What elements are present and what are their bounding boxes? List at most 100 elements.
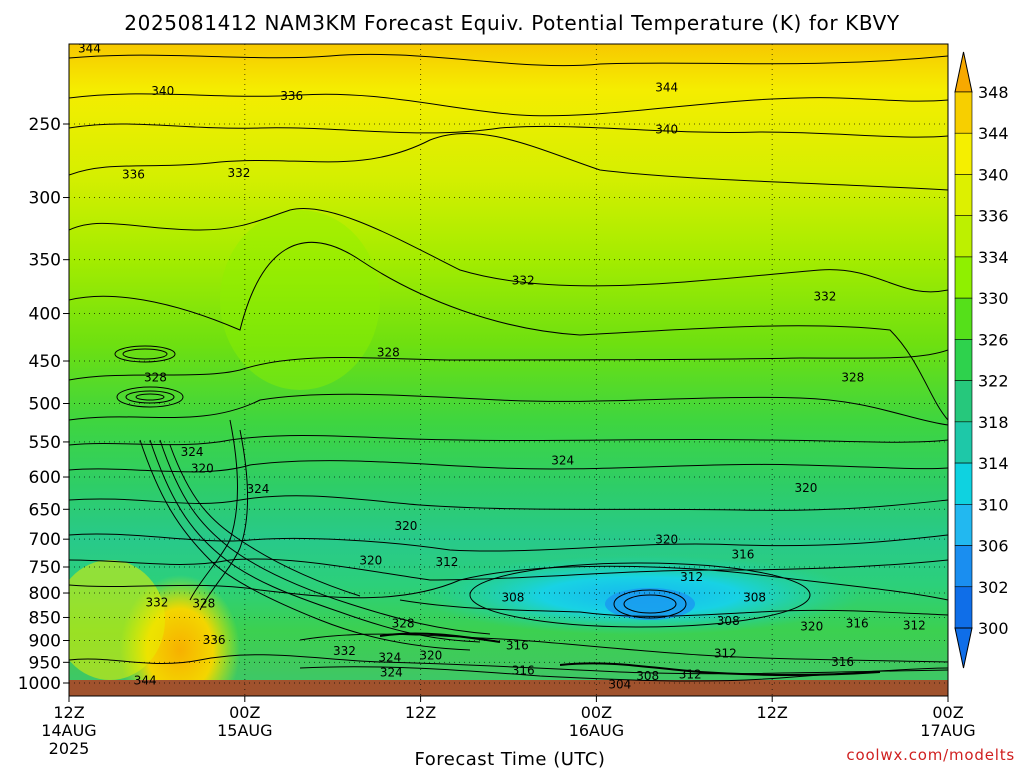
colorbar-label: 302 [978, 578, 1009, 597]
colorbar-swatch [954, 132, 973, 175]
contour-label: 316 [846, 617, 869, 631]
contour-line [69, 393, 948, 426]
contour-label-text: 332 [145, 595, 168, 609]
y-tick-label: 550 [29, 433, 61, 453]
contour-label: 312 [436, 555, 459, 569]
contour-label: 308 [717, 614, 740, 628]
contour-label-text: 336 [280, 89, 303, 103]
contour-label: 312 [679, 668, 702, 682]
contour-label: 328 [392, 617, 415, 631]
contour-label-text: 324 [181, 445, 204, 459]
contour-line [69, 533, 948, 552]
contour-label: 312 [680, 570, 703, 584]
colorbar-swatch [954, 215, 973, 258]
contour-line [69, 460, 948, 473]
y-tick-label: 1000 [18, 674, 61, 694]
contour-label: 344 [78, 41, 101, 55]
colorbar-label: 344 [978, 124, 1009, 143]
contour-label: 324 [551, 453, 574, 467]
contour-label-text: 308 [501, 591, 524, 605]
colorbar-swatch [954, 380, 973, 423]
contour-label-text: 320 [359, 553, 382, 567]
contour-label: 320 [191, 462, 214, 476]
x-tick-label: 00Z [229, 703, 260, 722]
contour-label: 328 [377, 345, 400, 359]
contour-line [69, 93, 948, 117]
colorbar-top-arrow [954, 51, 973, 93]
contour-label: 328 [192, 596, 215, 610]
contour-label: 332 [512, 273, 535, 287]
colorbar-swatch [954, 91, 973, 134]
contour-lines [69, 53, 948, 682]
ground-strip [69, 680, 948, 696]
x-tick-label: 00Z [932, 703, 963, 722]
colorbar-swatch [954, 586, 973, 629]
contour-label: 328 [841, 370, 864, 384]
contour-label: 332 [227, 166, 250, 180]
contour-label-text: 328 [192, 596, 215, 610]
contour-label-text: 320 [394, 519, 417, 533]
contour-label-text: 320 [794, 481, 817, 495]
contour-label: 328 [144, 370, 167, 384]
contour-label-text: 344 [655, 80, 678, 94]
contour-line [169, 444, 361, 597]
contour-label-text: 332 [512, 273, 535, 287]
contour-label-text: 328 [392, 617, 415, 631]
credit-link[interactable]: coolwx.com/modelts [846, 746, 1015, 764]
contour-label-text: 336 [203, 633, 226, 647]
colorbar-swatch [954, 256, 973, 299]
contour-label-text: 336 [122, 167, 145, 181]
contour-label-text: 328 [841, 370, 864, 384]
y-tick-label: 400 [29, 305, 61, 325]
plot-area [69, 44, 948, 696]
contour-label: 332 [333, 644, 356, 658]
contour-line [69, 53, 948, 67]
contour-label-text: 320 [655, 533, 678, 547]
y-tick-label: 950 [29, 653, 61, 673]
y-tick-label: 300 [29, 189, 61, 209]
colorbar-label: 306 [978, 537, 1009, 556]
contour-label: 332 [145, 595, 168, 609]
warm-band-left [69, 560, 165, 680]
contour-line [69, 565, 948, 601]
contour-label-text: 316 [831, 655, 854, 669]
contour-label: 320 [394, 519, 417, 533]
colorbar-label: 318 [978, 413, 1009, 432]
y-tick-label: 700 [29, 530, 61, 550]
contour-line [189, 419, 238, 601]
contour-label-text: 320 [800, 619, 823, 633]
contour-label-text: 332 [813, 290, 836, 304]
y-tick-label: 750 [29, 558, 61, 578]
colorbar-bottom-arrow [954, 627, 973, 669]
x-tick-label: 14AUG [41, 721, 96, 740]
contour-label: 336 [122, 167, 145, 181]
y-tick-label: 450 [29, 352, 61, 372]
colorbar-swatch [954, 545, 973, 588]
contour-ring [135, 393, 165, 401]
contour-label-text: 312 [436, 555, 459, 569]
colorbar-swatch [954, 504, 973, 546]
contour-label: 308 [501, 591, 524, 605]
grid-lines [69, 44, 948, 696]
x-tick-label: 12Z [405, 703, 436, 722]
contour-line [159, 439, 491, 635]
colorbar-swatch [954, 462, 973, 505]
plot-frame [68, 43, 949, 697]
contour-ring [116, 386, 184, 408]
contour-label: 312 [903, 618, 926, 632]
colorbar-label: 310 [978, 495, 1009, 514]
contour-label-text: 324 [247, 482, 270, 496]
colorbar-label: 314 [978, 454, 1009, 473]
contour-label: 340 [151, 84, 174, 98]
contour-ring [613, 589, 687, 619]
contour-line [199, 429, 248, 611]
contour-ring [469, 562, 811, 628]
contour-line [379, 632, 501, 643]
contour-label: 316 [731, 547, 754, 561]
colorbar-label: 300 [978, 619, 1009, 638]
contour-label: 320 [800, 619, 823, 633]
x-tick-label: 12Z [757, 703, 788, 722]
contour-label-text: 340 [655, 122, 678, 136]
contour-label-text: 316 [506, 638, 529, 652]
y-tick-label: 900 [29, 632, 61, 652]
